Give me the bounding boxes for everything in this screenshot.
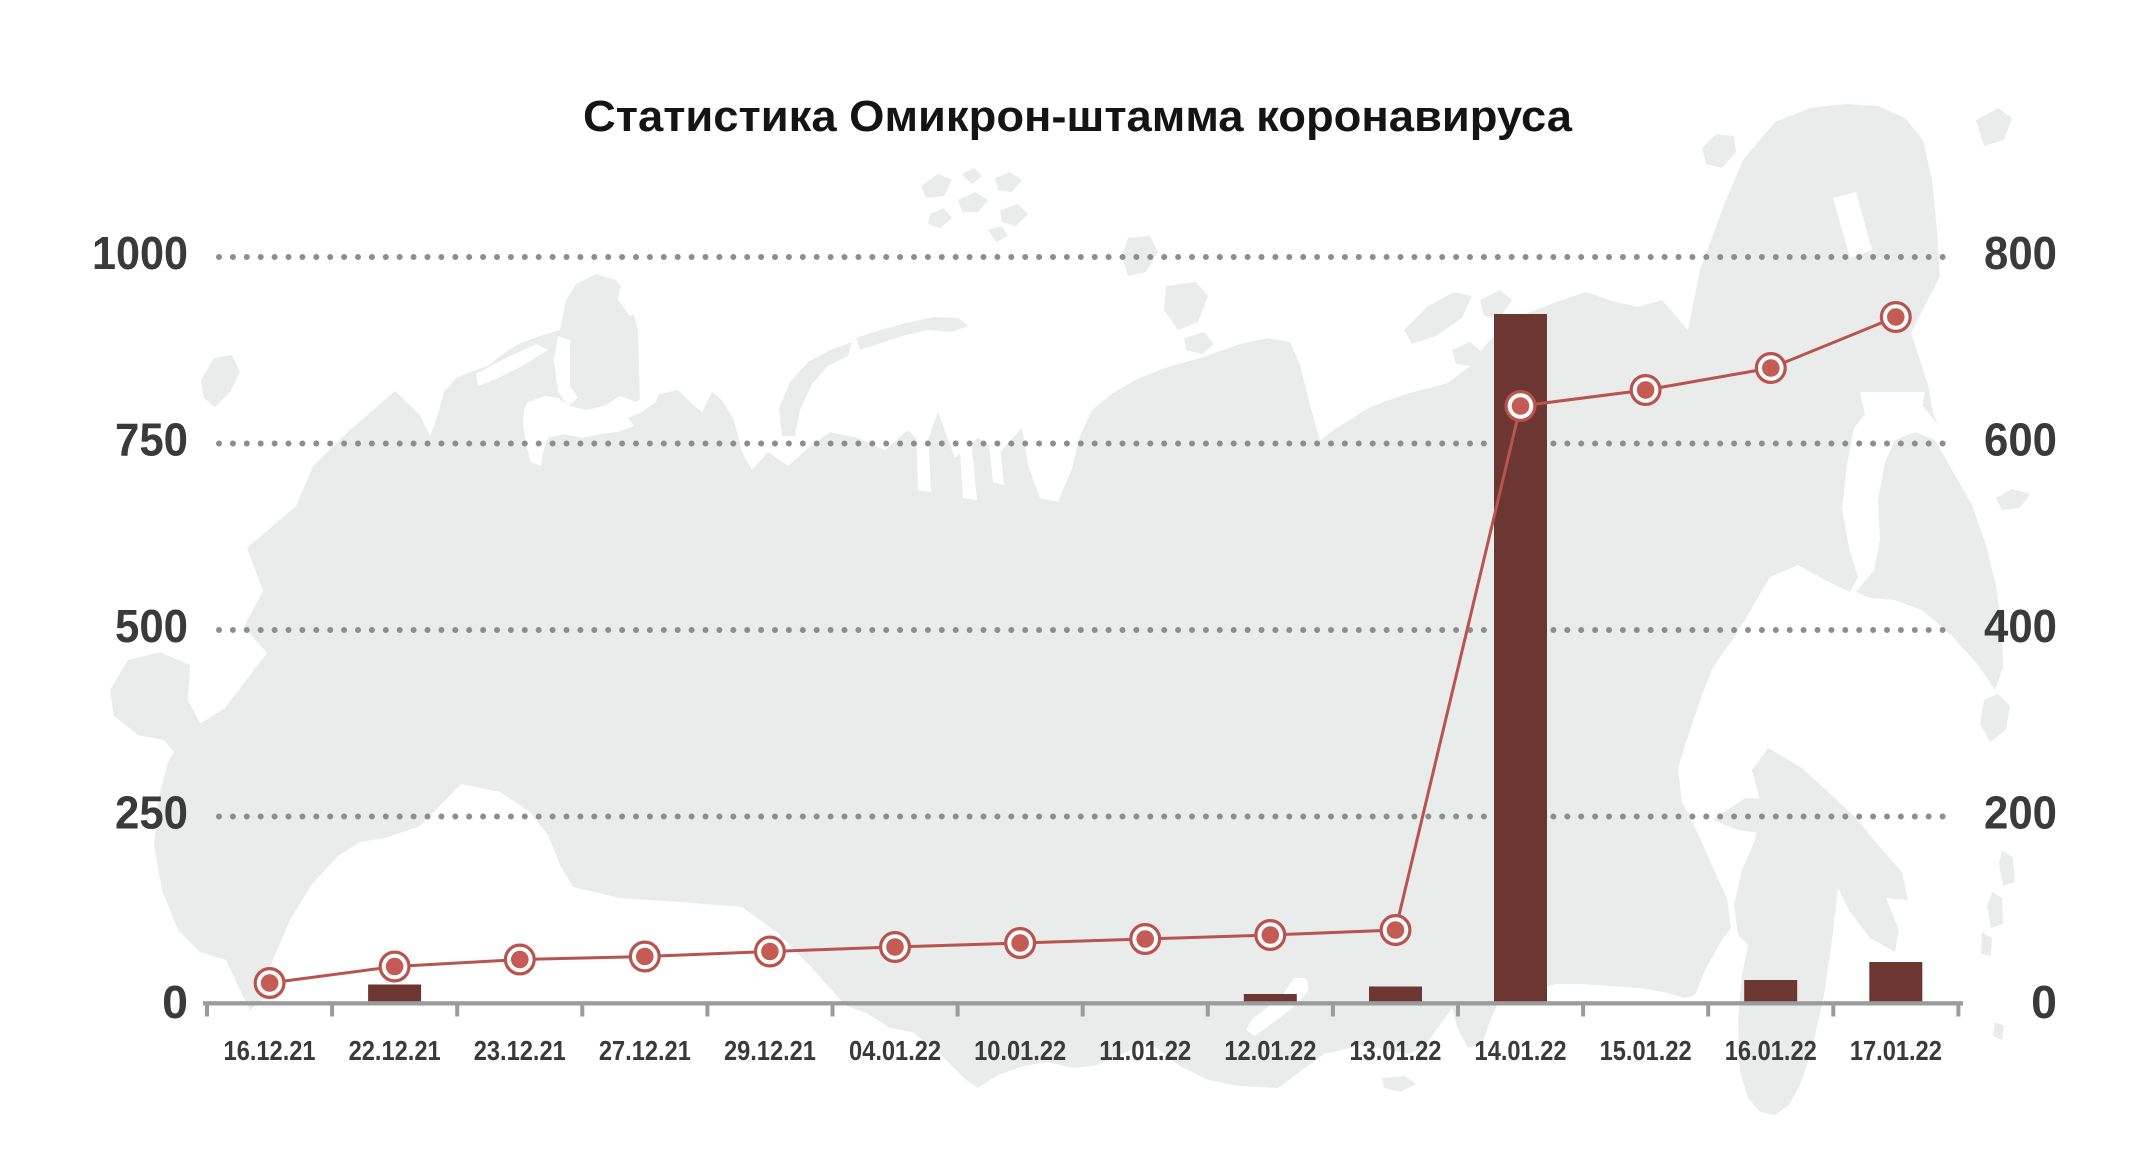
svg-text:1000: 1000 bbox=[92, 227, 188, 279]
svg-text:04.01.22: 04.01.22 bbox=[849, 1035, 941, 1066]
svg-text:15.01.22: 15.01.22 bbox=[1600, 1035, 1692, 1066]
svg-text:29.12.21: 29.12.21 bbox=[724, 1035, 816, 1066]
svg-text:200: 200 bbox=[1984, 787, 2057, 839]
svg-text:12.01.22: 12.01.22 bbox=[1224, 1035, 1316, 1066]
svg-text:250: 250 bbox=[115, 787, 188, 839]
svg-text:11.01.22: 11.01.22 bbox=[1099, 1035, 1191, 1066]
svg-text:Статистика Омикрон-штамма коро: Статистика Омикрон-штамма коронавируса bbox=[583, 93, 1573, 141]
svg-text:0: 0 bbox=[2031, 976, 2057, 1028]
svg-text:14.01.22: 14.01.22 bbox=[1475, 1035, 1567, 1066]
svg-text:600: 600 bbox=[1984, 414, 2057, 466]
svg-text:750: 750 bbox=[115, 414, 188, 466]
svg-text:400: 400 bbox=[1984, 600, 2057, 652]
svg-text:800: 800 bbox=[1984, 227, 2057, 279]
svg-text:16.12.21: 16.12.21 bbox=[224, 1035, 316, 1066]
svg-text:0: 0 bbox=[162, 976, 188, 1028]
svg-text:13.01.22: 13.01.22 bbox=[1349, 1035, 1441, 1066]
svg-text:17.01.22: 17.01.22 bbox=[1850, 1035, 1942, 1066]
svg-text:16.01.22: 16.01.22 bbox=[1725, 1035, 1817, 1066]
svg-text:500: 500 bbox=[115, 600, 188, 652]
svg-text:27.12.21: 27.12.21 bbox=[599, 1035, 691, 1066]
svg-text:22.12.21: 22.12.21 bbox=[349, 1035, 441, 1066]
svg-text:23.12.21: 23.12.21 bbox=[474, 1035, 566, 1066]
svg-text:10.01.22: 10.01.22 bbox=[974, 1035, 1066, 1066]
